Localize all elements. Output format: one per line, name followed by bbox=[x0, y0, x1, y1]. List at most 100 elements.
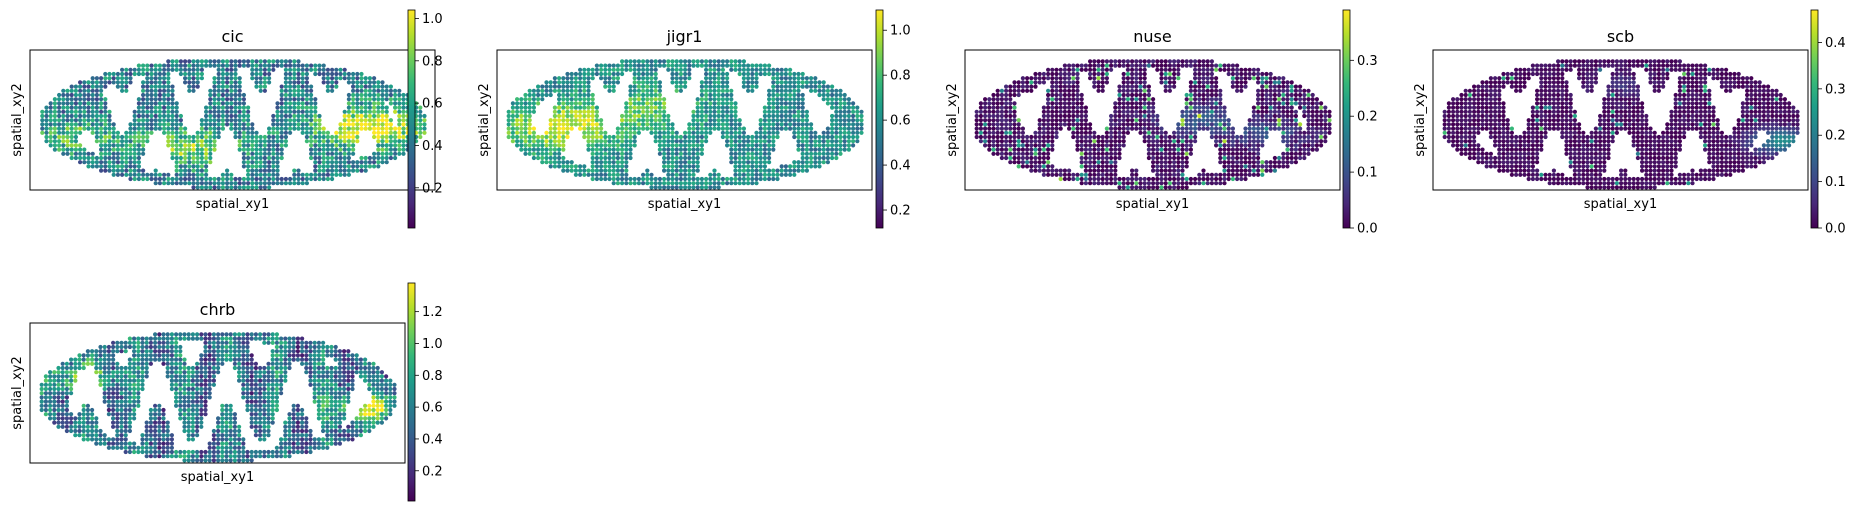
scatter-point bbox=[758, 160, 763, 165]
scatter-point bbox=[1083, 126, 1088, 131]
scatter-point bbox=[1230, 172, 1235, 177]
scatter-point bbox=[1046, 126, 1051, 131]
scatter-point bbox=[641, 71, 646, 77]
scatter-point bbox=[1310, 97, 1315, 102]
scatter-point bbox=[376, 147, 381, 152]
scatter-point bbox=[1109, 172, 1114, 177]
scatter-point bbox=[657, 63, 663, 68]
scatter-point bbox=[1260, 92, 1265, 98]
scatter-point bbox=[275, 118, 280, 123]
scatter-point bbox=[683, 63, 688, 68]
scatter-point bbox=[1025, 164, 1030, 169]
scatter-point bbox=[628, 92, 633, 98]
scatter-point bbox=[1071, 109, 1076, 114]
scatter-point bbox=[288, 71, 293, 77]
scatter-point bbox=[317, 71, 322, 77]
scatter-point bbox=[103, 113, 108, 119]
scatter-point bbox=[1172, 176, 1177, 182]
scatter-point bbox=[397, 130, 402, 135]
scatter-point bbox=[212, 113, 217, 119]
scatter-point bbox=[82, 160, 87, 165]
scatter-point bbox=[1033, 76, 1038, 81]
scatter-point bbox=[233, 118, 238, 123]
scatter-point bbox=[355, 168, 360, 173]
scatter-point bbox=[792, 168, 797, 173]
scatter-point bbox=[304, 84, 309, 89]
scatter-point bbox=[1184, 151, 1189, 156]
scatter-point bbox=[729, 92, 734, 98]
scatter-point bbox=[813, 76, 818, 81]
scatter-point bbox=[704, 76, 709, 81]
scatter-point bbox=[1214, 139, 1219, 144]
scatter-point bbox=[94, 155, 99, 161]
scatter-point bbox=[1323, 126, 1328, 131]
scatter-point bbox=[995, 139, 1000, 144]
scatter-point bbox=[300, 122, 305, 127]
scatter-point bbox=[208, 134, 213, 140]
scatter-point bbox=[296, 92, 301, 98]
scatter-point bbox=[771, 97, 776, 102]
scatter-point bbox=[813, 88, 818, 93]
scatter-point bbox=[250, 172, 255, 177]
scatter-point bbox=[1050, 139, 1055, 144]
scatter-point bbox=[187, 160, 192, 165]
scatter-point bbox=[1218, 118, 1223, 123]
scatter-point bbox=[309, 130, 314, 135]
scatter-point bbox=[830, 151, 835, 156]
scatter-point bbox=[821, 84, 826, 89]
scatter-point bbox=[1092, 168, 1097, 173]
scatter-point bbox=[557, 101, 562, 106]
scatter-point bbox=[1138, 105, 1143, 110]
scatter-point bbox=[1167, 168, 1172, 173]
scatter-point bbox=[1264, 88, 1269, 93]
scatter-point bbox=[120, 76, 125, 81]
scatter-point bbox=[830, 92, 835, 98]
scatter-point bbox=[978, 126, 984, 131]
scatter-point bbox=[153, 172, 158, 177]
scatter-point bbox=[82, 122, 87, 127]
scatter-point bbox=[204, 181, 209, 186]
scatter-point bbox=[1167, 59, 1172, 64]
scatter-point bbox=[153, 118, 158, 123]
scatter-point bbox=[779, 101, 784, 106]
scatter-point bbox=[825, 155, 831, 161]
scatter-point bbox=[258, 139, 263, 144]
scatter-point bbox=[641, 101, 646, 106]
scatter-point bbox=[1197, 176, 1202, 182]
scatter-point bbox=[1104, 76, 1109, 81]
scatter-point bbox=[767, 143, 772, 148]
scatter-point bbox=[1239, 80, 1244, 85]
scatter-point bbox=[162, 109, 167, 114]
scatter-point bbox=[741, 80, 747, 85]
scatter-point bbox=[1193, 109, 1198, 114]
scatter-point bbox=[103, 109, 108, 114]
scatter-point bbox=[796, 105, 801, 110]
scatter-point bbox=[1130, 92, 1135, 98]
scatter-point bbox=[628, 155, 633, 161]
scatter-point bbox=[762, 168, 768, 173]
scatter-point bbox=[115, 147, 120, 152]
scatter-point bbox=[1109, 67, 1114, 72]
scatter-point bbox=[510, 105, 515, 110]
scatter-point bbox=[1264, 101, 1269, 106]
scatter-point bbox=[662, 143, 667, 148]
scatter-point bbox=[1159, 164, 1164, 169]
scatter-point bbox=[359, 76, 364, 81]
scatter-point bbox=[995, 88, 1000, 93]
scatter-point bbox=[1159, 160, 1164, 165]
scatter-point bbox=[991, 113, 996, 119]
scatter-point bbox=[565, 113, 570, 119]
scatter-point bbox=[233, 176, 238, 182]
scatter-point bbox=[1277, 97, 1282, 102]
scatter-point bbox=[132, 155, 137, 161]
scatter-point bbox=[1100, 59, 1105, 64]
scatter-point bbox=[1083, 113, 1088, 119]
scatter-point bbox=[397, 122, 402, 127]
scatter-point bbox=[506, 134, 511, 140]
scatter-point bbox=[262, 168, 267, 173]
scatter-point bbox=[1121, 71, 1126, 77]
scatter-point bbox=[1142, 71, 1147, 77]
scatter-point bbox=[401, 147, 406, 152]
scatter-point bbox=[1235, 88, 1240, 93]
scatter-point bbox=[376, 130, 381, 135]
